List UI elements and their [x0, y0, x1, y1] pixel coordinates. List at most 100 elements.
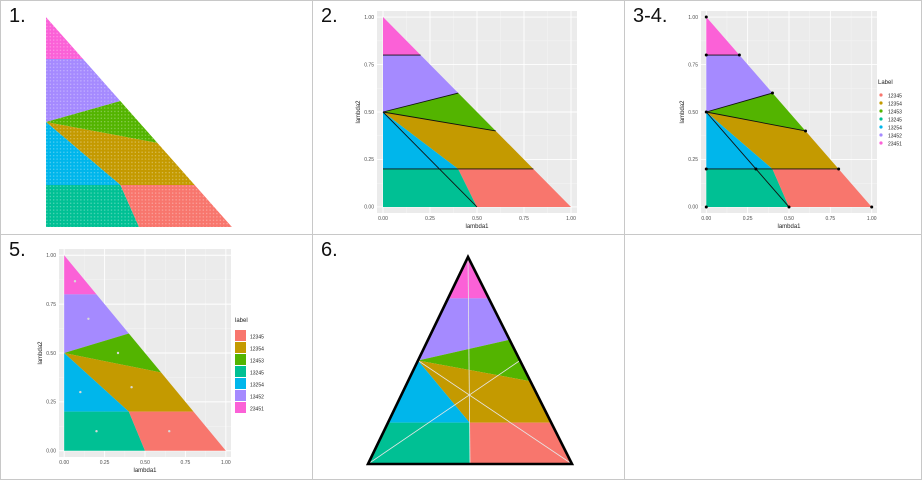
legend-label: 13254 [888, 126, 902, 132]
legend-key [235, 342, 246, 353]
panel-1: 1. [0, 0, 313, 235]
x-tick-label: 0.25 [425, 216, 435, 222]
region-13245 [706, 168, 789, 207]
y-tick-label: 0.00 [364, 205, 374, 211]
region-12453 [383, 93, 496, 131]
x-tick-label: 0.75 [181, 460, 191, 466]
median-line [467, 256, 471, 465]
y-tick-label: 0.50 [688, 110, 698, 116]
region-13254 [706, 112, 773, 169]
panel-3: 3-4. 0.00 0.00 0.25 0.25 0.50 0.50 0.75 0.75 1.00… [624, 0, 922, 235]
vertex-point [704, 53, 708, 57]
chart-svg: 0.000.000.250.250.500.500.750.751.001.00… [356, 11, 577, 230]
boundary-line [382, 111, 496, 132]
vertex-point [770, 91, 774, 95]
legend-key [879, 133, 883, 137]
chart-svg [46, 17, 232, 227]
legend-label: 23451 [250, 406, 264, 412]
x-tick-label: 0.25 [743, 216, 753, 222]
legend-title: Label [878, 80, 893, 86]
region-13245 [383, 168, 477, 207]
panel-2: 2. 0.00 0.00 0.25 0.25 0.50 0.50 0.75 0.75 1.00 1.… [312, 0, 625, 235]
region-13245 [368, 422, 470, 464]
legend-label: 13452 [888, 134, 902, 140]
y-tick-label: 0.75 [364, 62, 374, 68]
region-13452 [383, 55, 459, 112]
region-12453 [418, 339, 531, 382]
region-13254 [388, 360, 470, 423]
region-12354 [418, 360, 552, 423]
region-13245 [64, 411, 145, 451]
x-tick-label: 0.00 [59, 460, 69, 466]
legend-key [879, 141, 883, 145]
region-12354 [64, 353, 194, 412]
panel-number: 3-4. [633, 5, 668, 27]
centroid-point [73, 280, 77, 283]
region-12345 [469, 422, 572, 464]
y-tick-label: 0.00 [46, 449, 56, 455]
panel-4: 5. 0.00 0.00 0.25 0.25 0.50 0.50 0.75 0.75 1.00 1.… [0, 234, 313, 480]
vertex-point [704, 15, 708, 19]
y-tick-label: 0.75 [688, 62, 698, 68]
panel-number: 2. [321, 5, 338, 27]
legend-label: 12453 [888, 110, 902, 116]
legend-label: 12345 [250, 334, 264, 340]
boundary-line [382, 92, 459, 113]
x-tick-label: 0.50 [140, 460, 150, 466]
legend-title: label [235, 318, 248, 324]
region-23451 [383, 17, 421, 56]
panel-number: 6. [321, 239, 338, 261]
x-tick-label: 0.00 [378, 216, 388, 222]
legend-label: 13452 [250, 394, 264, 400]
region-13452 [706, 55, 773, 112]
y-tick-label: 1.00 [46, 253, 56, 259]
legend-label: 23451 [888, 142, 902, 148]
legend-label: 12345 [888, 94, 902, 100]
chart-svg [365, 254, 575, 466]
y-tick-label: 0.00 [688, 205, 698, 211]
centroid-point [87, 317, 90, 320]
legend-key [235, 378, 246, 389]
legend-key [879, 93, 883, 97]
dot-texture [46, 17, 232, 227]
centroid-point [95, 430, 98, 433]
y-tick-label: 0.75 [46, 302, 56, 308]
y-tick-label: 0.50 [364, 110, 374, 116]
region-13254 [383, 112, 459, 169]
legend-label: 13254 [250, 382, 264, 388]
panel-number: 5. [9, 239, 26, 261]
chart-svg: 0.000.00 0.25 0.25 0.50 0.50 0.75 0.75 1.00 1.00… [38, 249, 264, 474]
x-tick-label: 0.25 [100, 460, 110, 466]
legend-key [879, 117, 883, 121]
boundary-line [705, 111, 790, 208]
legend-key [235, 330, 246, 341]
y-tick-label: 1.00 [364, 15, 374, 21]
panel-5: 6. [312, 234, 625, 480]
x-tick-label: 0.50 [784, 216, 794, 222]
vertex-point [870, 205, 874, 209]
y-tick-label: 1.00 [688, 15, 698, 21]
median-line [417, 360, 573, 465]
panel-number: 1. [9, 5, 26, 27]
legend-label: 12354 [888, 102, 902, 108]
x-tick-label: 0.75 [825, 216, 835, 222]
vertex-point [804, 129, 808, 133]
x-axis-label: lambda1 [133, 468, 157, 474]
x-tick-label: 0.00 [701, 216, 711, 222]
legend-label: 12354 [250, 346, 264, 352]
vertex-point [737, 53, 741, 57]
region-12345 [458, 168, 571, 207]
y-tick-label: 0.25 [688, 157, 698, 163]
legend-label: 12453 [250, 358, 264, 364]
legend-key [235, 366, 246, 377]
x-tick-label: 1.00 [867, 216, 877, 222]
y-tick-label: 0.50 [46, 351, 56, 357]
centroid-point [116, 351, 120, 355]
legend-key [235, 402, 246, 413]
x-axis-label: lambda1 [465, 224, 489, 230]
x-tick-label: 1.00 [221, 460, 231, 466]
y-tick-label: 0.25 [46, 400, 56, 406]
vertex-point [754, 167, 758, 171]
legend-key [235, 354, 246, 365]
